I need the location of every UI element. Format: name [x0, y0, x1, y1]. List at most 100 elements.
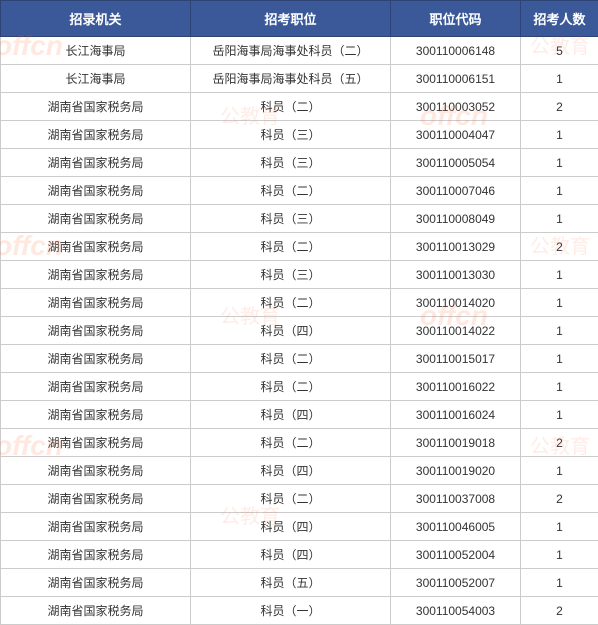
table-cell: 300110004047 — [391, 121, 521, 149]
table-header-row: 招录机关 招考职位 职位代码 招考人数 — [1, 1, 598, 37]
table-row: 湖南省国家税务局科员（三）3001100040471 — [1, 121, 598, 149]
table-cell: 1 — [521, 569, 598, 597]
table-cell: 300110016024 — [391, 401, 521, 429]
table-cell: 科员（四） — [191, 541, 391, 569]
table-cell: 300110006148 — [391, 37, 521, 65]
table-cell: 科员（二） — [191, 289, 391, 317]
table-cell: 300110016022 — [391, 373, 521, 401]
table-cell: 2 — [521, 93, 598, 121]
table-cell: 岳阳海事局海事处科员（二） — [191, 37, 391, 65]
table-cell: 1 — [521, 65, 598, 93]
table-cell: 300110013030 — [391, 261, 521, 289]
table-cell: 岳阳海事局海事处科员（五） — [191, 65, 391, 93]
table-cell: 300110005054 — [391, 149, 521, 177]
table-cell: 科员（二） — [191, 429, 391, 457]
table-cell: 300110003052 — [391, 93, 521, 121]
table-cell: 湖南省国家税务局 — [1, 373, 191, 401]
table-cell: 科员（四） — [191, 401, 391, 429]
table-cell: 湖南省国家税务局 — [1, 317, 191, 345]
table-cell: 科员（三） — [191, 205, 391, 233]
table-row: 长江海事局岳阳海事局海事处科员（二）3001100061485 — [1, 37, 598, 65]
table-cell: 300110014020 — [391, 289, 521, 317]
table-cell: 1 — [521, 177, 598, 205]
table-cell: 湖南省国家税务局 — [1, 513, 191, 541]
header-code: 职位代码 — [391, 1, 521, 37]
table-cell: 300110052004 — [391, 541, 521, 569]
table-cell: 1 — [521, 513, 598, 541]
table-cell: 湖南省国家税务局 — [1, 233, 191, 261]
table-cell: 湖南省国家税务局 — [1, 429, 191, 457]
table-cell: 1 — [521, 289, 598, 317]
table-cell: 湖南省国家税务局 — [1, 401, 191, 429]
table-row: 湖南省国家税务局科员（三）3001100080491 — [1, 205, 598, 233]
table-cell: 300110014022 — [391, 317, 521, 345]
table-cell: 湖南省国家税务局 — [1, 177, 191, 205]
table-cell: 湖南省国家税务局 — [1, 261, 191, 289]
table-cell: 科员（四） — [191, 513, 391, 541]
table-row: 湖南省国家税务局科员（三）3001100050541 — [1, 149, 598, 177]
table-row: 长江海事局岳阳海事局海事处科员（五）3001100061511 — [1, 65, 598, 93]
table-cell: 1 — [521, 261, 598, 289]
table-cell: 300110054003 — [391, 597, 521, 625]
header-agency: 招录机关 — [1, 1, 191, 37]
table-row: 湖南省国家税务局科员（四）3001100140221 — [1, 317, 598, 345]
table-row: 湖南省国家税务局科员（二）3001100160221 — [1, 373, 598, 401]
table-cell: 科员（一） — [191, 597, 391, 625]
table-row: 湖南省国家税务局科员（四）3001100520041 — [1, 541, 598, 569]
table-row: 湖南省国家税务局科员（三）3001100130301 — [1, 261, 598, 289]
table-cell: 科员（四） — [191, 317, 391, 345]
table-cell: 湖南省国家税务局 — [1, 457, 191, 485]
table-cell: 科员（二） — [191, 177, 391, 205]
table-cell: 科员（五） — [191, 569, 391, 597]
table-cell: 科员（二） — [191, 233, 391, 261]
table-cell: 科员（二） — [191, 345, 391, 373]
table-cell: 长江海事局 — [1, 65, 191, 93]
table-cell: 5 — [521, 37, 598, 65]
table-row: 湖南省国家税务局科员（二）3001100370082 — [1, 485, 598, 513]
recruitment-table: 招录机关 招考职位 职位代码 招考人数 长江海事局岳阳海事局海事处科员（二）30… — [0, 0, 598, 625]
table-cell: 1 — [521, 149, 598, 177]
table-cell: 科员（三） — [191, 261, 391, 289]
table-cell: 湖南省国家税务局 — [1, 205, 191, 233]
table-cell: 1 — [521, 541, 598, 569]
table-row: 湖南省国家税务局科员（五）3001100520071 — [1, 569, 598, 597]
table-cell: 300110013029 — [391, 233, 521, 261]
table-cell: 2 — [521, 429, 598, 457]
table-cell: 湖南省国家税务局 — [1, 541, 191, 569]
table-cell: 1 — [521, 401, 598, 429]
table-row: 湖南省国家税务局科员（二）3001100190182 — [1, 429, 598, 457]
table-row: 湖南省国家税务局科员（一）3001100540032 — [1, 597, 598, 625]
table-cell: 300110037008 — [391, 485, 521, 513]
table-cell: 湖南省国家税务局 — [1, 345, 191, 373]
table-cell: 300110007046 — [391, 177, 521, 205]
table-cell: 300110046005 — [391, 513, 521, 541]
table-cell: 2 — [521, 485, 598, 513]
table-row: 湖南省国家税务局科员（二）3001100140201 — [1, 289, 598, 317]
header-count: 招考人数 — [521, 1, 598, 37]
table-cell: 1 — [521, 373, 598, 401]
table-cell: 2 — [521, 233, 598, 261]
table-cell: 湖南省国家税务局 — [1, 597, 191, 625]
table-cell: 科员（四） — [191, 457, 391, 485]
header-position: 招考职位 — [191, 1, 391, 37]
table-cell: 300110052007 — [391, 569, 521, 597]
table-cell: 湖南省国家税务局 — [1, 569, 191, 597]
table-row: 湖南省国家税务局科员（四）3001100160241 — [1, 401, 598, 429]
table-cell: 长江海事局 — [1, 37, 191, 65]
table-row: 湖南省国家税务局科员（四）3001100460051 — [1, 513, 598, 541]
table-row: 湖南省国家税务局科员（二）3001100130292 — [1, 233, 598, 261]
table-row: 湖南省国家税务局科员（二）3001100070461 — [1, 177, 598, 205]
table-cell: 湖南省国家税务局 — [1, 485, 191, 513]
table-cell: 1 — [521, 205, 598, 233]
table-cell: 湖南省国家税务局 — [1, 93, 191, 121]
table-row: 湖南省国家税务局科员（四）3001100190201 — [1, 457, 598, 485]
table-cell: 科员（二） — [191, 485, 391, 513]
table-cell: 科员（二） — [191, 93, 391, 121]
table-cell: 2 — [521, 597, 598, 625]
table-cell: 湖南省国家税务局 — [1, 289, 191, 317]
table-cell: 300110008049 — [391, 205, 521, 233]
table-cell: 科员（三） — [191, 121, 391, 149]
table-cell: 300110006151 — [391, 65, 521, 93]
table-cell: 300110019018 — [391, 429, 521, 457]
table-cell: 1 — [521, 457, 598, 485]
